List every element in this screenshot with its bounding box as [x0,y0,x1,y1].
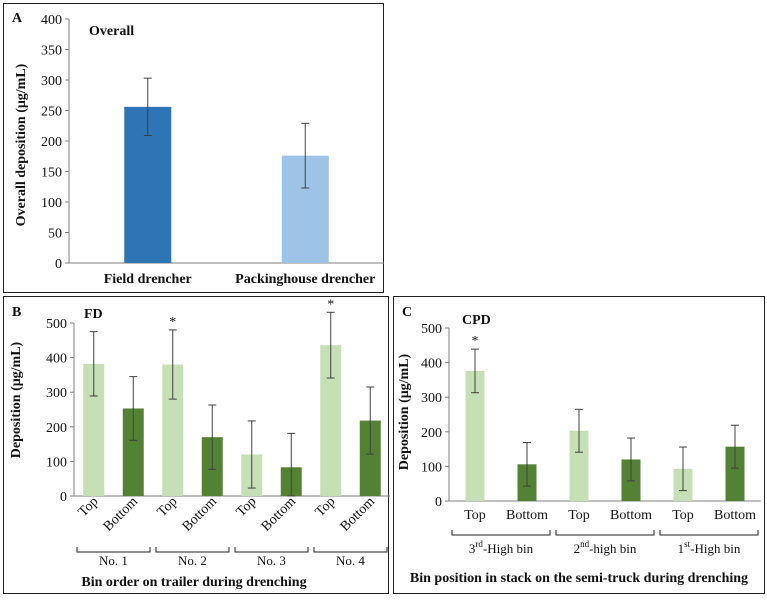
y-tick-label: 200 [421,426,442,441]
chart-b-xlabel: Bin order on trailer during drenching [81,575,306,590]
x-tick-label: Field drencher [104,272,192,287]
group-label: No. 1 [99,553,128,568]
x-tick-label: Top [76,494,102,520]
panel-label-a: A [12,11,23,26]
bar [162,364,184,496]
group-bracket [555,530,655,536]
significance-marker: * [327,297,334,312]
x-tick-label: Top [568,508,590,523]
x-tick-label: Bottom [101,494,141,534]
x-tick-label: Bottom [259,494,299,534]
group-bracket [76,547,151,553]
x-tick-label: Bottom [610,508,652,523]
bar [122,408,144,496]
y-tick-label: 500 [46,317,67,332]
group-label: 3rd-High bin [469,539,534,556]
x-tick-label: Bottom [338,494,378,534]
y-tick-label: 300 [41,74,62,89]
bar [725,446,745,501]
panel-label-c: C [402,305,412,320]
bar [359,420,381,496]
chart-a: A Overall Overall deposition (μg/mL) 0 50… [12,11,384,287]
y-tick-label: 0 [60,490,67,505]
y-tick-label: 200 [41,135,62,150]
chart-c: C CPD Deposition (μg/mL) Bin position in… [397,305,761,586]
group-label: 1st-High bin [678,539,741,556]
group-label: 2nd-high bin [574,539,637,556]
chart-b-title: FD [84,307,103,322]
y-tick-label: 50 [48,227,62,242]
panel-c: C CPD Deposition (μg/mL) Bin position in… [393,296,765,594]
chart-c-plot: 0 100 200 300 400 500 * Top Bottom Top Bottom Top Bo… [421,322,761,556]
group-label: No. 2 [178,553,207,568]
y-tick-label: 100 [46,455,67,470]
panel-label-b: B [12,305,21,320]
panel-a: A Overall Overall deposition (μg/mL) 0 50… [3,3,384,293]
group-label: No. 4 [336,553,365,568]
group-bracket [313,547,388,553]
y-tick-label: 400 [41,13,62,28]
y-tick-label: 250 [41,105,62,120]
panel-b: B FD Deposition (μg/mL) Bin order on tra… [3,296,390,594]
x-tick-label: Top [313,494,339,520]
bar [465,370,485,501]
y-tick-label: 400 [46,352,67,367]
chart-b-ylabel: Deposition (μg/mL) [9,341,24,458]
group-label: No. 3 [257,553,286,568]
bar [83,363,105,496]
chart-b: B FD Deposition (μg/mL) Bin order on tra… [9,297,390,590]
x-tick-label: Top [234,494,260,520]
y-tick-label: 200 [46,421,67,436]
chart-c-xlabel: Bin position in stack on the semi-truck … [410,571,748,586]
bar [569,430,589,501]
y-tick-label: 100 [41,196,62,211]
y-tick-label: 0 [435,495,442,510]
chart-a-plot: 0 50 100 150 200 250 300 350 400 Field drencher Pa… [41,13,384,287]
y-tick-label: 350 [41,44,62,59]
y-tick-label: 500 [421,322,442,337]
x-tick-label: Top [155,494,181,520]
significance-marker: * [169,315,176,330]
group-bracket [659,530,759,536]
y-tick-label: 100 [421,460,442,475]
chart-a-title: Overall [89,24,134,39]
x-tick-label: Bottom [180,494,220,534]
y-tick-label: 0 [55,257,62,272]
x-tick-label: Packinghouse drencher [235,272,375,287]
bar [320,345,342,496]
x-tick-label: Bottom [506,508,548,523]
chart-a-ylabel: Overall deposition (μg/mL) [14,63,29,226]
y-tick-label: 300 [46,386,67,401]
y-tick-label: 300 [421,391,442,406]
x-tick-label: Top [464,508,486,523]
x-tick-label: Top [672,508,694,523]
y-tick-label: 400 [421,357,442,372]
significance-marker: * [472,334,479,349]
group-bracket [451,530,551,536]
chart-c-title: CPD [462,313,491,328]
chart-c-ylabel: Deposition (μg/mL) [397,353,412,470]
group-bracket [155,547,230,553]
y-tick-label: 150 [41,166,62,181]
x-tick-label: Bottom [714,508,756,523]
group-bracket [234,547,309,553]
